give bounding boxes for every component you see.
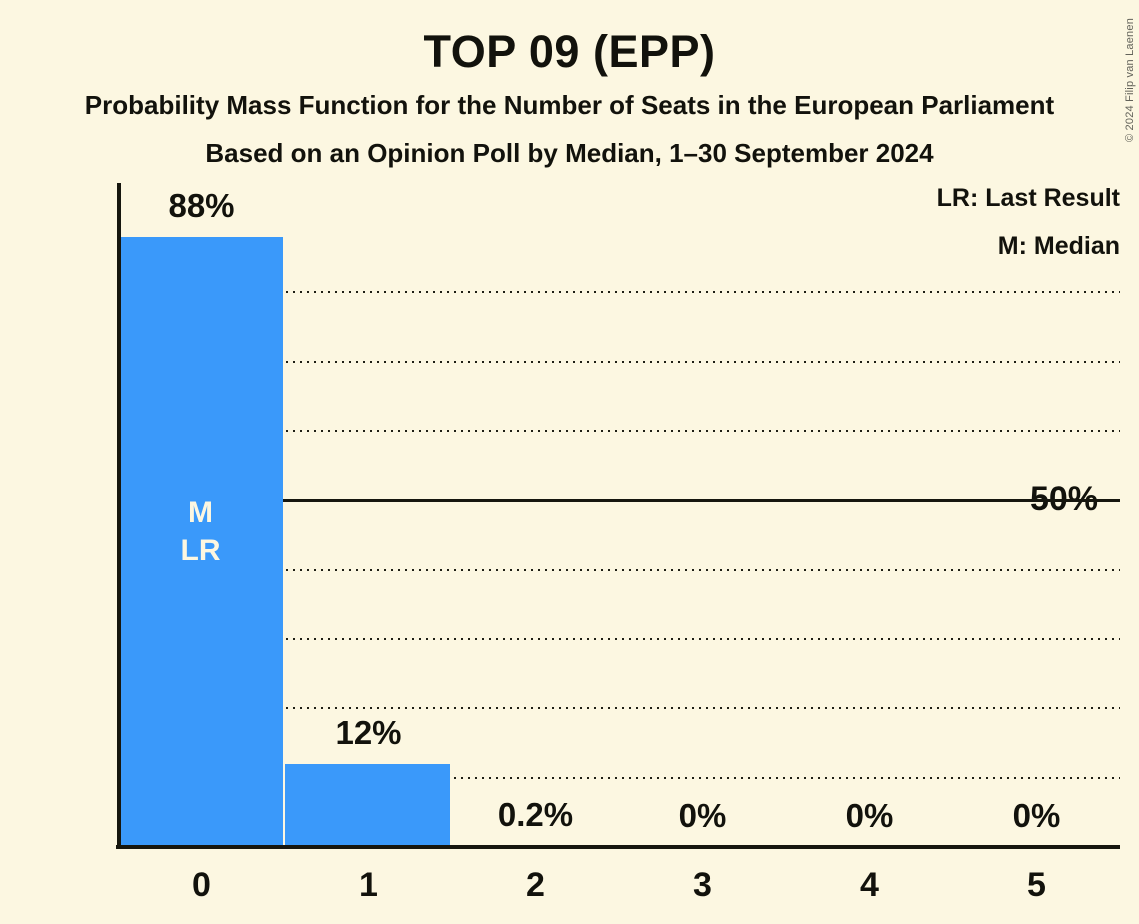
- gridline-30pct: [118, 638, 1120, 641]
- bar-annotation-median-lastresult: M LR: [180, 496, 221, 567]
- majority-line-50pct: [118, 498, 1120, 502]
- gridline-20pct: [118, 707, 1120, 710]
- value-label-seats-2: 0.2%: [497, 795, 574, 833]
- x-axis-tick-0: 0: [192, 866, 211, 904]
- chart-title: TOP 09 (EPP): [423, 26, 716, 77]
- chart-subtitle: Probability Mass Function for the Number…: [84, 90, 1055, 120]
- gridline-40pct: [118, 568, 1120, 571]
- value-label-seats-0: 88%: [168, 186, 235, 224]
- value-label-seats-1: 12%: [335, 713, 402, 751]
- gridline-80pct: [118, 291, 1120, 294]
- x-axis-tick-2: 2: [526, 866, 545, 904]
- bar-seats-0: [118, 236, 283, 847]
- chart-subtitle-poll: Based on an Opinion Poll by Median, 1–30…: [205, 138, 934, 168]
- x-axis-tick-4: 4: [860, 866, 879, 904]
- value-label-seats-3: 0%: [678, 797, 727, 834]
- legend-last-result: LR: Last Result: [936, 184, 1120, 212]
- x-axis-line: [116, 845, 1120, 849]
- bar-seats-1: [285, 763, 450, 847]
- x-axis-tick-3: 3: [693, 866, 712, 904]
- gridline-60pct: [118, 430, 1120, 433]
- gridline-10pct: [118, 776, 1120, 779]
- legend-median: M: Median: [997, 232, 1120, 260]
- gridline-70pct: [118, 360, 1120, 363]
- value-label-seats-4: 0%: [845, 797, 894, 834]
- x-axis-tick-5: 5: [1027, 866, 1046, 904]
- x-axis-tick-1: 1: [359, 866, 378, 904]
- y-axis-line: [117, 183, 121, 849]
- value-label-seats-5: 0%: [1012, 797, 1061, 834]
